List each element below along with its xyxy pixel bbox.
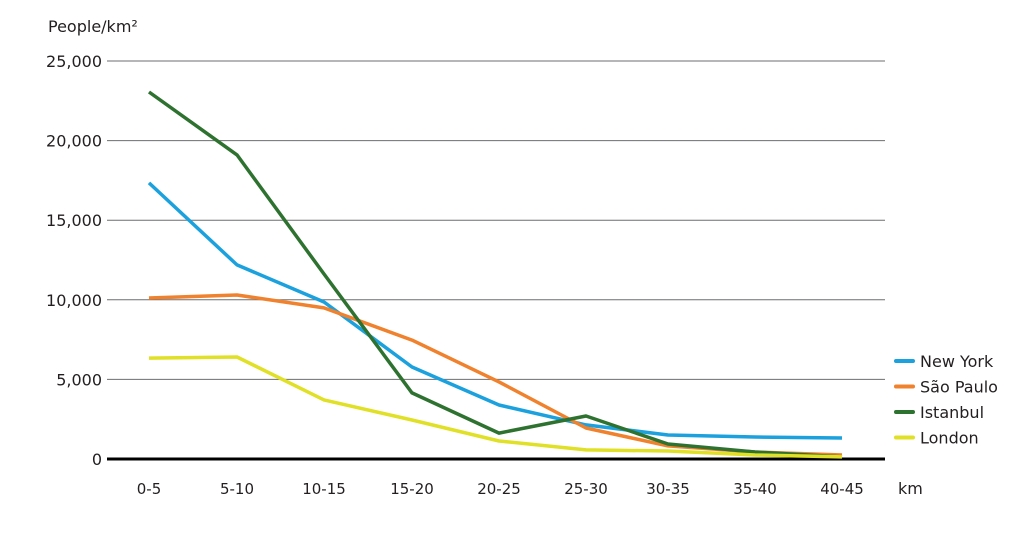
x-tick-label: 0-5	[137, 480, 162, 498]
x-tick-label: 15-20	[390, 480, 434, 498]
y-tick-label: 25,000	[46, 52, 102, 71]
y-tick-label: 5,000	[56, 370, 102, 389]
legend-label: London	[920, 429, 979, 448]
series-line-london	[148, 355, 843, 459]
legend-label: New York	[920, 352, 994, 371]
y-tick-label: 20,000	[46, 132, 102, 151]
series-line-new-york	[147, 181, 843, 440]
x-tick-label: 25-30	[564, 480, 608, 498]
y-axis-label: People/km²	[48, 17, 138, 36]
x-tick-label: 20-25	[477, 480, 521, 498]
x-tick-label: 30-35	[646, 480, 690, 498]
y-tick-label: 0	[92, 450, 102, 469]
legend-label: Istanbul	[920, 403, 984, 422]
x-axis-label: km	[898, 479, 923, 498]
x-tick-label: 35-40	[733, 480, 777, 498]
x-tick-label: 10-15	[302, 480, 346, 498]
x-tick-label: 5-10	[220, 480, 254, 498]
y-tick-label: 15,000	[46, 211, 102, 230]
y-tick-label: 10,000	[46, 291, 102, 310]
series-line-istanbul	[147, 90, 843, 459]
x-tick-label: 40-45	[820, 480, 864, 498]
legend-label: São Paulo	[920, 378, 998, 397]
